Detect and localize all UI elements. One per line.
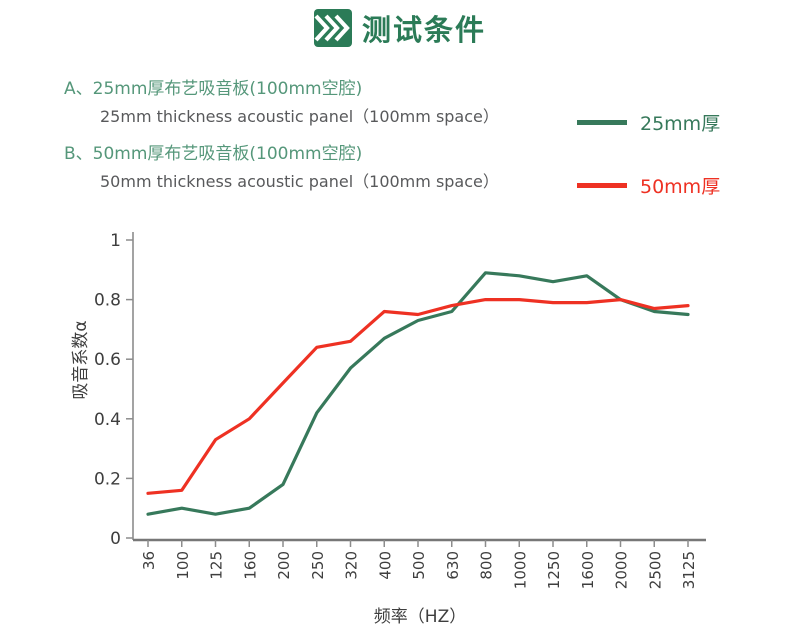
x-tick-label: 100 [174, 551, 192, 580]
legend-swatch-50mm [577, 182, 627, 188]
x-tick-label: 500 [410, 551, 428, 580]
series-line-25mm厚 [146, 271, 690, 516]
x-axis-title: 频率（HZ） [374, 607, 466, 627]
series-line-50mm厚 [146, 297, 690, 495]
y-tick-label: 0.4 [94, 410, 121, 430]
condition-b: B、50mm厚布艺吸音板(100mm空腔) 50mm thickness aco… [64, 139, 499, 192]
x-tick-label: 1000 [511, 551, 529, 589]
x-tick-label: 2500 [646, 551, 664, 589]
absorption-chart: 0 0.2 0.4 0.6 0.8 1 36 100 125 160 200 250 320 400 500… [0, 220, 800, 635]
x-tick-label: 1250 [545, 551, 563, 589]
condition-a-zh: A、25mm厚布艺吸音板(100mm空腔) [64, 79, 363, 99]
y-tick-label: 0 [110, 529, 121, 549]
x-tick-label: 36 [140, 551, 158, 570]
x-tick-label: 250 [309, 551, 327, 580]
condition-a-en: 25mm thickness acoustic panel（100mm spac… [100, 107, 499, 126]
y-tick-label: 0.8 [94, 291, 121, 311]
x-tick-label: 800 [478, 551, 496, 580]
x-tick-label: 160 [241, 551, 259, 580]
y-tick-label: 0.6 [94, 350, 121, 370]
x-tick-label: 3125 [680, 551, 698, 589]
y-tick-label: 1 [110, 231, 121, 251]
page-header: 测试条件 [0, 6, 800, 50]
absorption-chart-svg: 0 0.2 0.4 0.6 0.8 1 36 100 125 160 200 250 320 400 500… [71, 231, 706, 627]
condition-b-en: 50mm thickness acoustic panel（100mm spac… [100, 172, 499, 191]
legend-item-25mm: 25mm厚 [577, 111, 721, 135]
x-tick-label: 630 [444, 551, 462, 580]
x-tick-label: 1600 [579, 551, 597, 589]
y-tick-label: 0.2 [94, 469, 121, 489]
x-tick-label: 400 [376, 551, 394, 580]
x-tick-label: 200 [275, 551, 293, 580]
y-axis-title: 吸音系数α [71, 320, 91, 399]
x-tick-label: 320 [343, 551, 361, 580]
x-tick-label: 2000 [613, 551, 631, 589]
x-tick-label: 125 [208, 551, 226, 580]
legend-swatch-25mm [577, 119, 627, 125]
legend-label-50mm: 50mm厚 [640, 175, 721, 198]
chevrons-badge-icon [313, 9, 352, 47]
legend-label-25mm: 25mm厚 [640, 112, 721, 135]
page-title: 测试条件 [361, 13, 486, 47]
condition-b-zh: B、50mm厚布艺吸音板(100mm空腔) [64, 144, 363, 164]
legend-item-50mm: 50mm厚 [577, 174, 721, 198]
condition-a: A、25mm厚布艺吸音板(100mm空腔) 25mm thickness aco… [64, 74, 499, 127]
